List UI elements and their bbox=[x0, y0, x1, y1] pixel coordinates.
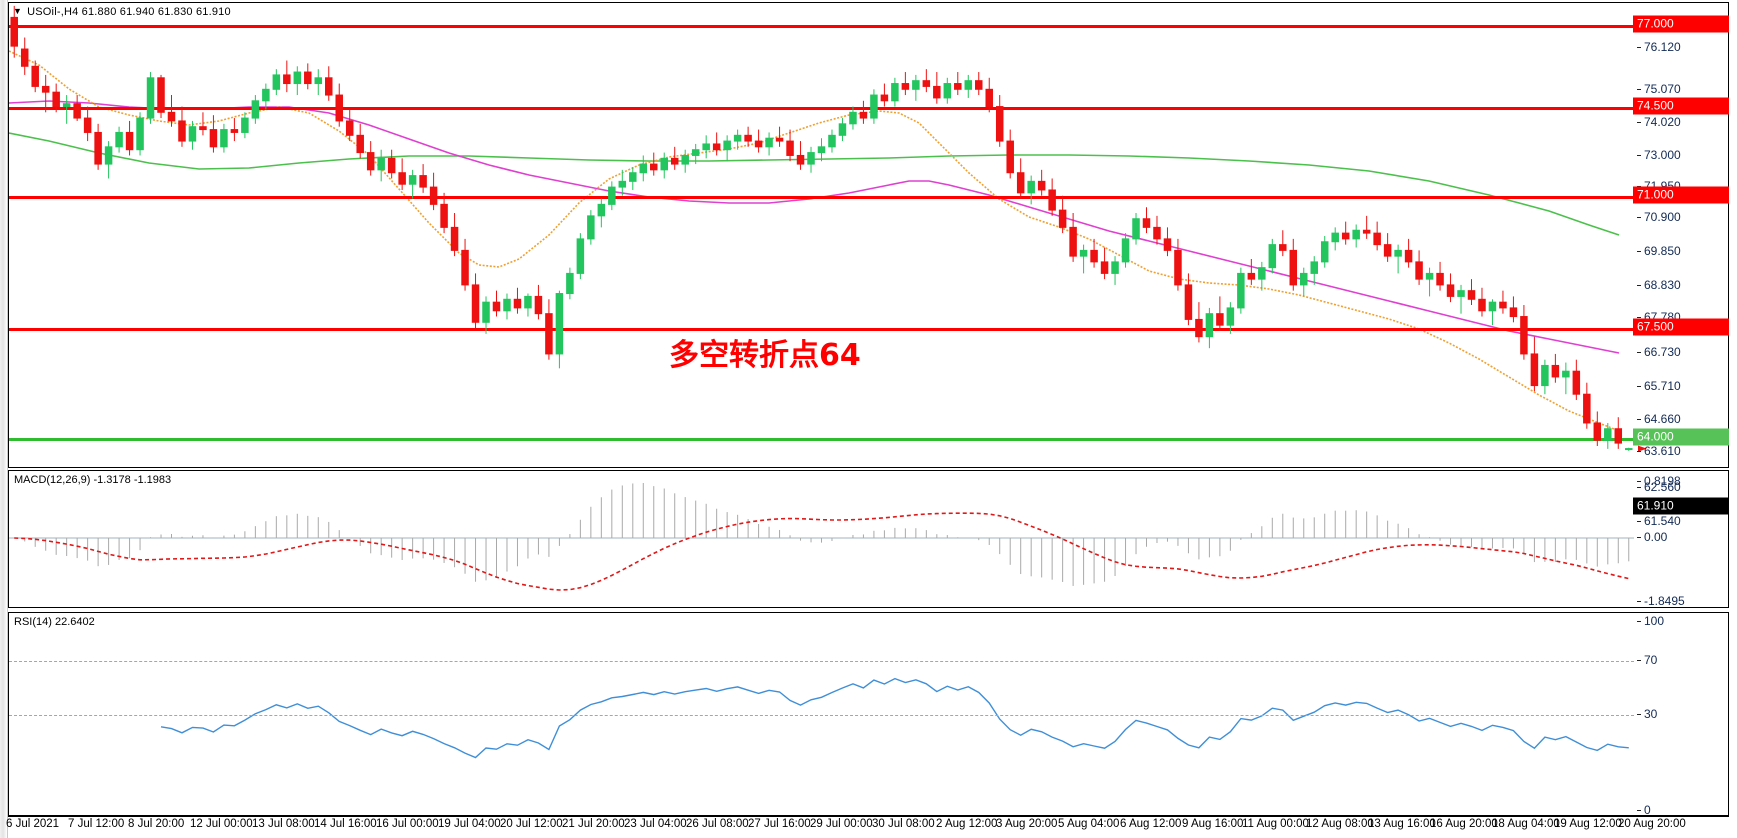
macd-panel[interactable]: MACD(12,26,9) -1.3178 -1.1983 bbox=[8, 470, 1729, 608]
macd-series-svg bbox=[9, 483, 1634, 591]
time-axis-label: 19 Jul 04:00 bbox=[438, 818, 501, 830]
x-axis-line bbox=[8, 816, 1729, 817]
rsi-series-svg bbox=[160, 677, 1629, 759]
time-axis-label: 18 Aug 04:00 bbox=[1492, 818, 1560, 830]
time-axis-label: 7 Jul 12:00 bbox=[68, 818, 125, 830]
candlestick-series bbox=[10, 5, 1647, 452]
time-axis-label: 27 Jul 16:00 bbox=[748, 818, 811, 830]
level-line-71 bbox=[9, 196, 1728, 199]
rsi-plot-area[interactable] bbox=[9, 613, 1728, 815]
level-line-77 bbox=[9, 25, 1728, 28]
macd-plot-area[interactable] bbox=[9, 471, 1728, 607]
time-axis-label: 23 Jul 04:00 bbox=[624, 818, 687, 830]
level-line-67-5 bbox=[9, 328, 1728, 331]
level-line-64 bbox=[9, 438, 1728, 441]
time-axis-label: 13 Jul 08:00 bbox=[252, 818, 315, 830]
time-axis-label: 8 Jul 20:00 bbox=[128, 818, 185, 830]
time-axis-label: 30 Jul 08:00 bbox=[872, 818, 935, 830]
time-axis-label: 16 Aug 20:00 bbox=[1430, 818, 1498, 830]
level-line-74-5 bbox=[9, 107, 1728, 110]
price-chart-panel[interactable]: 多空转折点64 ▼ USOil-,H4 61.880 61.940 61.830 … bbox=[8, 2, 1729, 468]
rsi-panel[interactable]: RSI(14) 22.6402 bbox=[8, 612, 1729, 816]
macd-header-label: MACD(12,26,9) -1.3178 -1.1983 bbox=[14, 474, 172, 486]
time-axis-label: 20 Jul 12:00 bbox=[500, 818, 563, 830]
time-axis-label: 2 Aug 12:00 bbox=[936, 818, 998, 830]
time-axis-label: 9 Aug 16:00 bbox=[1182, 818, 1244, 830]
time-axis-label: 3 Aug 20:00 bbox=[996, 818, 1058, 830]
rsi-header-label: RSI(14) 22.6402 bbox=[14, 616, 95, 628]
time-axis-label: 5 Aug 04:00 bbox=[1058, 818, 1120, 830]
rsi-level-70-line bbox=[9, 661, 1634, 662]
time-axis-label: 6 Jul 2021 bbox=[6, 818, 60, 830]
time-axis-label: 19 Aug 12:00 bbox=[1554, 818, 1622, 830]
time-axis-label: 12 Aug 08:00 bbox=[1306, 818, 1374, 830]
time-axis-label: 21 Jul 20:00 bbox=[562, 818, 625, 830]
time-axis-label: 11 Aug 00:00 bbox=[1242, 818, 1309, 830]
time-axis-label: 14 Jul 16:00 bbox=[314, 818, 377, 830]
collapse-caret-icon[interactable]: ▼ bbox=[13, 6, 23, 16]
chart-header: ▼ USOil-,H4 61.880 61.940 61.830 61.910 bbox=[13, 6, 231, 18]
time-scale-axis[interactable]: 6 Jul 2021 7 Jul 12:00 8 Jul 20:00 12 Jul 0… bbox=[0, 818, 1737, 838]
chart-header-text: USOil-,H4 61.880 61.940 61.830 61.910 bbox=[27, 6, 231, 18]
time-axis-label: 26 Jul 08:00 bbox=[686, 818, 749, 830]
time-axis-label: 20 Aug 20:00 bbox=[1618, 818, 1686, 830]
chart-annotation-text: 多空转折点64 bbox=[669, 338, 861, 373]
vertical-scrollbar[interactable] bbox=[0, 0, 8, 838]
time-axis-label: 16 Jul 00:00 bbox=[376, 818, 439, 830]
time-axis-label: 29 Jul 00:00 bbox=[810, 818, 873, 830]
time-axis-label: 6 Aug 12:00 bbox=[1120, 818, 1182, 830]
time-axis-label: 12 Jul 00:00 bbox=[190, 818, 253, 830]
time-axis-label: 13 Aug 16:00 bbox=[1368, 818, 1436, 830]
price-plot-area[interactable]: 多空转折点64 bbox=[9, 3, 1728, 467]
rsi-level-30-line bbox=[9, 715, 1634, 716]
